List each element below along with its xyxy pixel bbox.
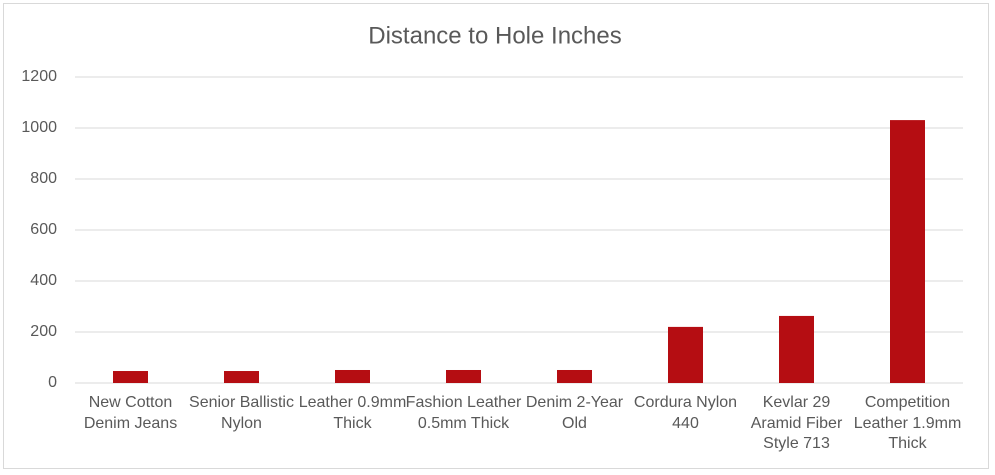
- bar: [446, 369, 481, 383]
- x-tick-label: Fashion Leather 0.5mm Thick: [405, 394, 522, 432]
- x-tick-label: New Cotton Denim Jeans: [83, 394, 178, 432]
- y-tick-label: 1200: [21, 68, 57, 85]
- bar: [113, 371, 148, 383]
- bar: [668, 326, 703, 383]
- bar: [224, 371, 259, 383]
- x-tick-label: Competition Leather 1.9mm Thick: [853, 394, 962, 452]
- y-tick-label: 400: [30, 272, 57, 289]
- bar: [779, 315, 814, 383]
- chart-border: [3, 3, 989, 469]
- y-tick-label: 200: [30, 323, 57, 340]
- x-tick-label: Denim 2-Year Old: [525, 394, 624, 432]
- x-tick-label: Leather 0.9mm Thick: [298, 394, 407, 432]
- chart-title: Distance to Hole Inches: [368, 22, 621, 49]
- bar: [335, 369, 370, 383]
- x-tick-label: Senior Ballistic Nylon: [189, 394, 294, 432]
- y-tick-label: 0: [48, 374, 57, 391]
- x-tick-label: Cordura Nylon 440: [633, 394, 738, 432]
- bar: [890, 120, 925, 383]
- bar: [557, 369, 592, 383]
- y-tick-label: 800: [30, 170, 57, 187]
- x-tick-label: Kevlar 29 Aramid Fiber Style 713: [750, 394, 843, 452]
- y-tick-label: 1000: [21, 119, 57, 136]
- y-tick-label: 600: [30, 221, 57, 238]
